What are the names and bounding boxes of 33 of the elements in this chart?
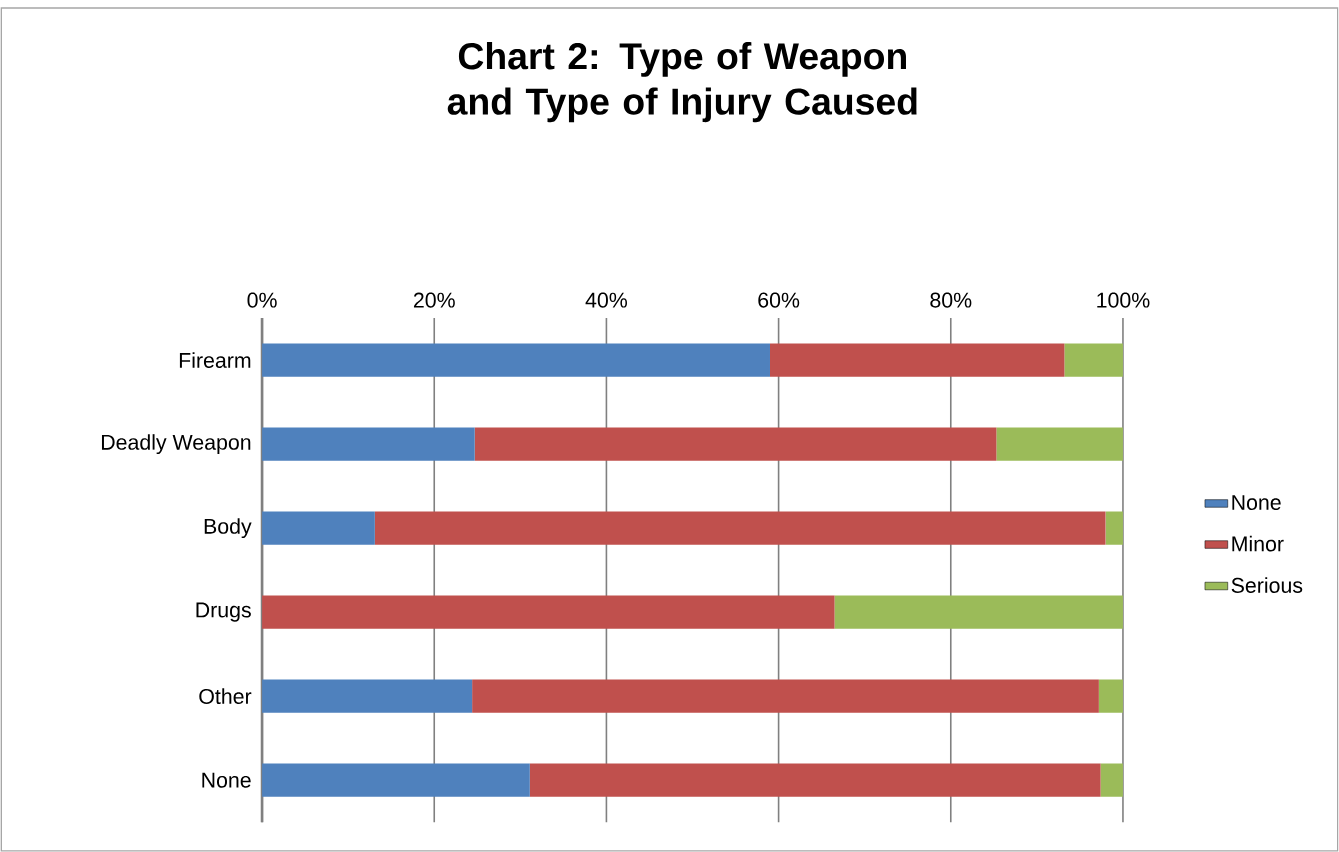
legend-label: Serious: [1231, 577, 1303, 593]
bar: [262, 679, 473, 713]
bar: [529, 763, 1101, 797]
x-tick-label: 60%: [758, 292, 800, 308]
bar: [996, 427, 1123, 461]
bar: [1100, 763, 1123, 797]
y-tick-label: Deadly Weapon: [101, 434, 251, 454]
bar: [374, 511, 1106, 545]
y-tick-label: Other: [199, 688, 252, 704]
bar: [262, 595, 835, 629]
y-tick-label: Drugs: [196, 602, 251, 622]
x-tick-label: 20%: [413, 292, 455, 308]
y-tick-label: Firearm: [179, 352, 251, 368]
bar: [262, 511, 375, 545]
bar: [834, 595, 1123, 629]
chart-title: Chart 2: Type of Weapon and Type of Injury Caused: [447, 41, 917, 123]
bar: [262, 763, 530, 797]
x-tick-label: 100%: [1097, 292, 1150, 308]
bar: [1105, 511, 1123, 545]
bar: [262, 427, 475, 461]
bar: [262, 343, 770, 377]
x-tick-label: 0%: [247, 292, 277, 308]
legend-label: Minor: [1232, 535, 1284, 552]
bar: [1064, 343, 1123, 377]
x-tick-label: 40%: [585, 292, 628, 308]
y-tick-label: None: [202, 772, 251, 788]
bar: [472, 679, 1099, 713]
bar: [474, 427, 997, 461]
y-tick-label: Body: [204, 518, 252, 538]
x-tick-label: 80%: [930, 292, 972, 308]
legend-label: None: [1232, 495, 1281, 510]
bar: [1098, 679, 1123, 713]
bar: [769, 343, 1065, 377]
